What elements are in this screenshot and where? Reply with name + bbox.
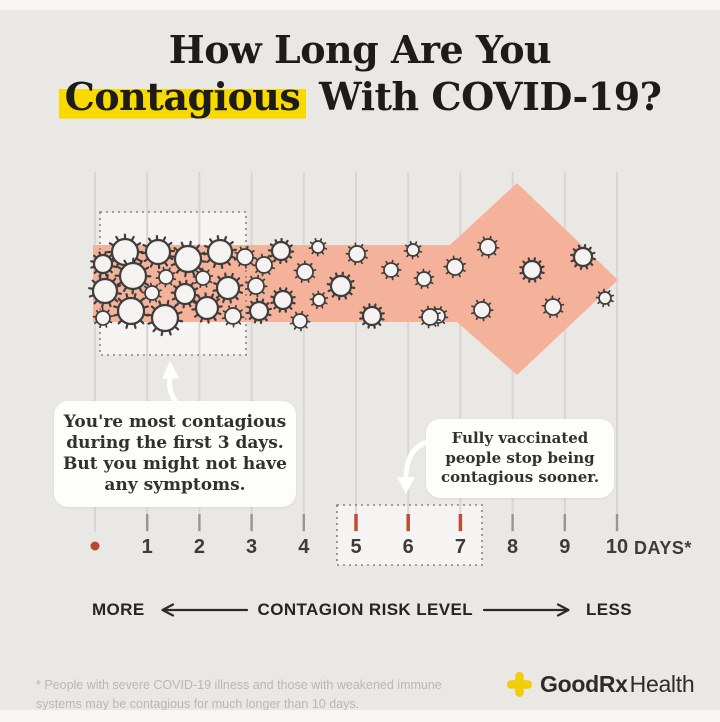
virus-icon	[88, 274, 122, 308]
virus-icon	[308, 237, 328, 257]
title-line1: How Long Are You	[168, 27, 552, 72]
virus-icon	[155, 266, 177, 288]
virus-icon	[289, 310, 311, 332]
virus-icon	[267, 237, 295, 265]
virus-icon	[92, 307, 114, 328]
risk-more-label: MORE	[92, 600, 145, 619]
virus-icon	[191, 292, 223, 324]
bottom-strip	[0, 710, 720, 722]
footnote-line: systems may be contagious for much longe…	[36, 696, 360, 711]
days-unit-label: DAYS*	[634, 538, 692, 558]
callout-text-line: any symptoms.	[104, 475, 246, 495]
virus-icon	[221, 304, 245, 328]
virus-icon	[270, 287, 296, 313]
risk-scale-row: MORE CONTAGION RISK LEVEL LESS	[92, 600, 632, 620]
day-label-7: 7	[454, 536, 466, 558]
virus-icon	[471, 298, 494, 322]
virus-icon	[345, 242, 368, 266]
right-arrow-icon	[482, 603, 570, 617]
virus-icon	[169, 240, 207, 278]
virus-icon	[113, 293, 149, 329]
callout-text-line: during the first 3 days.	[66, 433, 284, 453]
contagion-arrow	[93, 183, 618, 375]
virus-icon	[202, 234, 238, 270]
page-title: How Long Are You Contagious With COVID-1…	[0, 26, 720, 120]
virus-icon	[519, 257, 545, 283]
virus-icon	[326, 271, 356, 301]
footnote: * People with severe COVID-19 illness an…	[36, 676, 506, 714]
footnote-line: * People with severe COVID-19 illness an…	[36, 678, 442, 692]
title-highlighted-word: Contagious	[58, 74, 307, 119]
callout-most-contagious: You're most contagious during the first …	[54, 401, 296, 507]
virus-icon	[413, 268, 435, 290]
callout-vaccinated: Fully vaccinated people stop being conta…	[426, 419, 614, 498]
callout-text-line: people stop being	[445, 448, 595, 467]
virus-icon	[244, 274, 268, 298]
virus-icon	[90, 251, 116, 277]
title-line2-rest: With COVID-19?	[306, 74, 662, 119]
dotted-box-vaccinated	[336, 504, 483, 566]
virus-icon	[192, 267, 214, 289]
callout-text-line: Fully vaccinated	[451, 429, 589, 447]
day-label-10: 10	[605, 536, 629, 558]
day-label-9: 9	[559, 536, 571, 558]
virus-icon	[403, 240, 423, 260]
virus-icon	[443, 255, 467, 279]
virus-icon	[140, 234, 176, 270]
virus-icon	[359, 303, 385, 329]
day-label-1: 1	[141, 536, 153, 558]
virus-icon	[541, 295, 565, 319]
day-label-8: 8	[507, 536, 519, 558]
virus-icon	[170, 279, 200, 309]
day0-dot	[90, 541, 100, 551]
top-strip	[0, 0, 720, 10]
dotted-box-most-contagious	[99, 211, 247, 356]
virus-icon	[212, 272, 244, 304]
day-label-5: 5	[350, 536, 362, 558]
virus-icon	[595, 288, 615, 308]
virus-icon	[381, 259, 402, 281]
virus-icon	[476, 235, 500, 259]
day-label-3: 3	[246, 536, 258, 558]
callout-text-line: contagious sooner.	[440, 468, 600, 486]
virus-icon	[146, 299, 184, 337]
virus-icon	[233, 245, 257, 269]
virus-icon	[246, 298, 272, 324]
virus-icon	[309, 290, 329, 310]
left-arrow-icon	[160, 603, 248, 617]
day-label-2: 2	[193, 536, 205, 558]
day-label-6: 6	[402, 536, 414, 558]
goodrx-cross-icon	[507, 672, 532, 697]
virus-icon	[114, 257, 152, 295]
risk-scale-title: CONTAGION RISK LEVEL	[257, 600, 474, 619]
callout-text-line: But you might not have	[63, 454, 287, 474]
goodrx-health-logo: GoodRxHealth	[506, 671, 695, 698]
logo-text-goodrx: GoodRx	[540, 671, 628, 697]
virus-icon	[293, 260, 317, 283]
logo-text-health: Health	[629, 671, 695, 697]
pointer-arrowhead-down	[397, 477, 415, 494]
day-label-4: 4	[298, 536, 310, 558]
virus-icon	[570, 244, 596, 270]
callout-text-line: You're most contagious	[63, 412, 287, 432]
pointer-arrowhead-up	[162, 361, 179, 379]
virus-icon	[418, 305, 442, 329]
virus-icon	[141, 282, 163, 304]
risk-less-label: LESS	[585, 600, 632, 619]
